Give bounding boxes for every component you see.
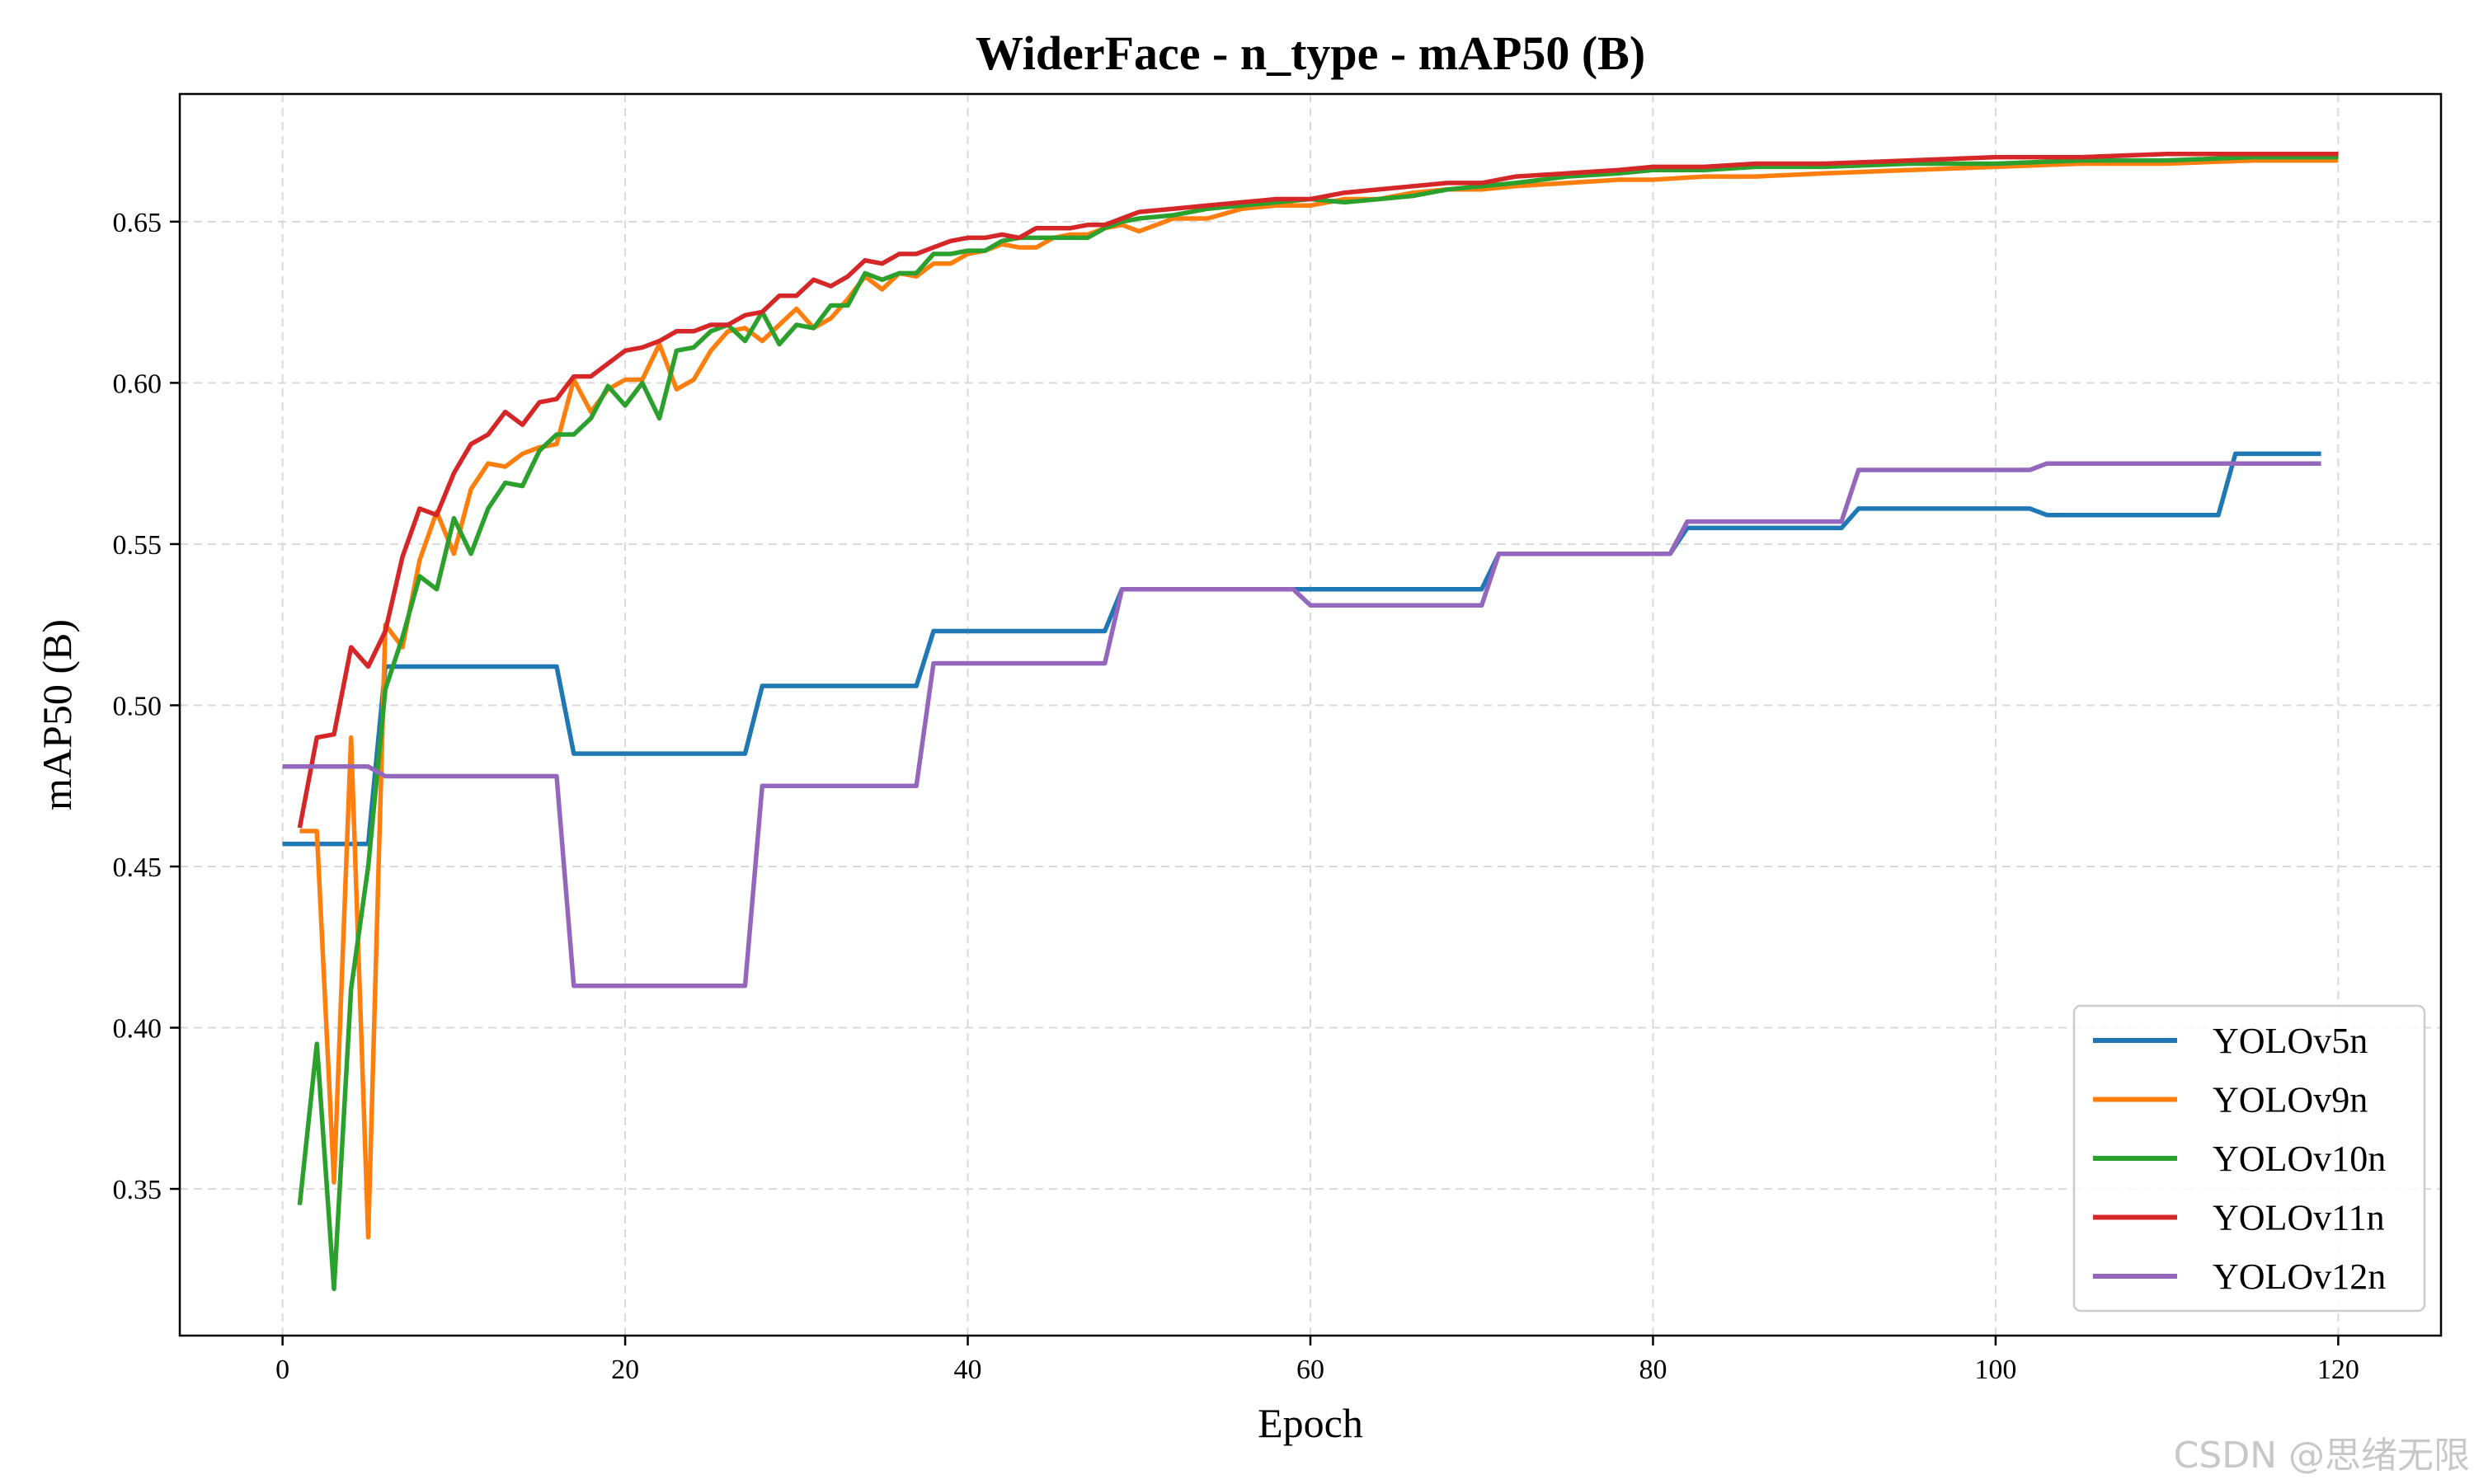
x-tick-label: 40 <box>954 1355 982 1385</box>
legend-label-yolov5n: YOLOv5n <box>2213 1021 2368 1061</box>
watermark: CSDN @思绪无限 <box>2174 1435 2470 1477</box>
x-tick-label: 0 <box>275 1355 289 1385</box>
y-tick-label: 0.55 <box>113 530 162 561</box>
y-tick-label: 0.50 <box>113 691 162 721</box>
series-line-yolov5n <box>282 451 2321 847</box>
chart-title: WiderFace - n_type - mAP50 (B) <box>976 26 1645 80</box>
y-tick-label: 0.60 <box>113 369 162 399</box>
legend-box <box>2072 1004 2426 1313</box>
legend: YOLOv5n YOLOv9n YOLOv10n YOLOv11n YOLOv12n <box>2072 1004 2426 1313</box>
x-tick-label: 60 <box>1296 1355 1324 1385</box>
series-line-yolov12n <box>282 461 2321 989</box>
x-tick-label: 80 <box>1639 1355 1667 1385</box>
y-tick-label: 0.35 <box>113 1175 162 1205</box>
x-tick-label: 20 <box>611 1355 639 1385</box>
y-axis-label: mAP50 (B) <box>34 619 80 810</box>
x-tick-label: 120 <box>2317 1355 2359 1385</box>
series-line-yolov9n <box>299 157 2339 1240</box>
legend-label-yolov11n: YOLOv11n <box>2213 1198 2385 1238</box>
series-line-yolov11n <box>297 151 2339 829</box>
x-axis-label: Epoch <box>1258 1400 1363 1446</box>
x-tick-label: 100 <box>1974 1355 2016 1385</box>
y-tick-label: 0.65 <box>113 208 162 238</box>
series-lines <box>282 151 2339 1292</box>
legend-label-yolov9n: YOLOv9n <box>2213 1080 2368 1120</box>
legend-label-yolov12n: YOLOv12n <box>2213 1256 2386 1297</box>
y-tick-label: 0.40 <box>113 1014 162 1045</box>
y-tick-label: 0.45 <box>113 852 162 883</box>
axis-ticks: 0 20 40 60 80 100 120 0.35 0.40 0.45 0.50 0.55 0.60 0… <box>113 208 2359 1385</box>
legend-label-yolov10n: YOLOv10n <box>2213 1139 2386 1179</box>
grid <box>180 94 2441 1336</box>
series-line-yolov10n <box>297 154 2339 1292</box>
